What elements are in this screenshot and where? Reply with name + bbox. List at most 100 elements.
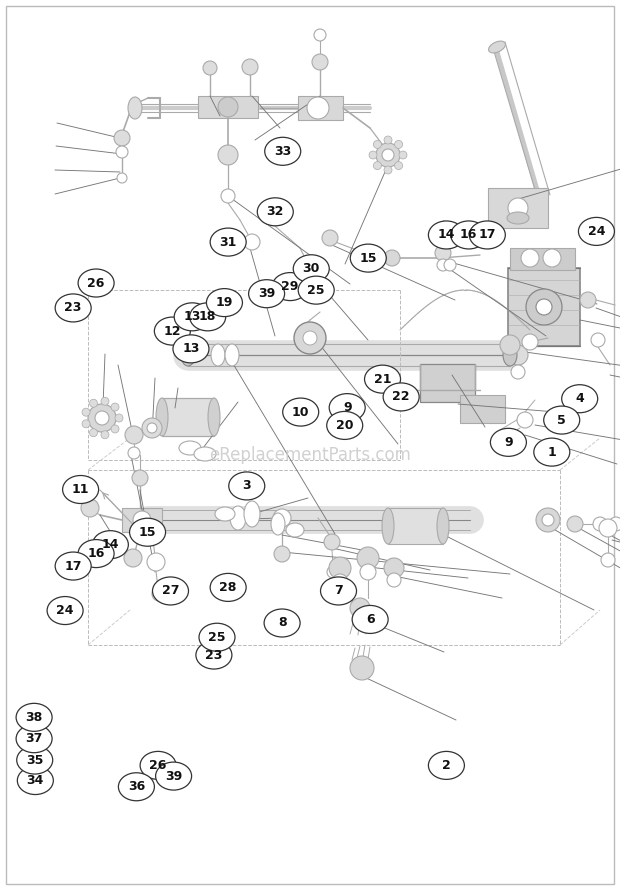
Circle shape [115, 414, 123, 422]
Text: 23: 23 [64, 302, 82, 314]
Ellipse shape [229, 472, 265, 500]
Text: 13: 13 [184, 311, 201, 323]
Text: 6: 6 [366, 613, 374, 626]
Text: 21: 21 [374, 373, 391, 385]
Circle shape [593, 517, 607, 531]
Text: 33: 33 [274, 145, 291, 158]
Text: 14: 14 [102, 538, 119, 551]
Circle shape [152, 587, 166, 601]
Circle shape [601, 553, 615, 567]
Circle shape [369, 151, 377, 159]
Circle shape [543, 249, 561, 267]
Circle shape [101, 397, 109, 405]
Circle shape [111, 403, 119, 411]
Ellipse shape [194, 447, 216, 461]
Ellipse shape [16, 724, 52, 753]
Ellipse shape [503, 344, 517, 366]
Circle shape [511, 365, 525, 379]
Ellipse shape [16, 703, 52, 732]
Ellipse shape [286, 523, 304, 537]
Ellipse shape [230, 506, 246, 530]
Circle shape [142, 418, 162, 438]
Circle shape [500, 335, 520, 355]
Text: 12: 12 [164, 325, 181, 337]
Circle shape [307, 97, 329, 119]
Circle shape [89, 429, 97, 437]
Text: 26: 26 [149, 759, 167, 772]
Bar [460, 395, 505, 423]
Circle shape [508, 345, 528, 365]
Text: 32: 32 [267, 206, 284, 218]
Circle shape [522, 334, 538, 350]
Circle shape [591, 333, 605, 347]
Text: 18: 18 [199, 311, 216, 323]
Circle shape [373, 162, 381, 170]
Ellipse shape [196, 641, 232, 669]
Ellipse shape [215, 507, 235, 521]
Circle shape [125, 426, 143, 444]
Circle shape [384, 250, 400, 266]
Ellipse shape [578, 217, 614, 246]
Circle shape [384, 136, 392, 144]
Ellipse shape [47, 596, 83, 625]
Ellipse shape [534, 438, 570, 466]
Circle shape [304, 264, 320, 280]
Ellipse shape [327, 411, 363, 440]
Text: 15: 15 [360, 252, 377, 264]
Circle shape [314, 29, 326, 41]
Text: 25: 25 [308, 284, 325, 296]
Bar [510, 248, 575, 270]
Circle shape [350, 656, 374, 680]
Text: 5: 5 [557, 414, 566, 426]
Text: 15: 15 [139, 526, 156, 538]
Circle shape [580, 292, 596, 308]
Text: 8: 8 [278, 617, 286, 629]
Text: 35: 35 [26, 754, 43, 766]
Ellipse shape [153, 577, 188, 605]
Text: 19: 19 [216, 296, 233, 309]
Circle shape [327, 566, 339, 578]
Text: 24: 24 [588, 225, 605, 238]
Circle shape [508, 198, 528, 218]
Ellipse shape [78, 539, 114, 568]
Bar [122, 508, 162, 532]
Circle shape [242, 59, 258, 75]
Ellipse shape [350, 244, 386, 272]
Ellipse shape [92, 530, 128, 559]
Circle shape [273, 509, 291, 527]
Circle shape [360, 564, 376, 580]
Text: 14: 14 [438, 229, 455, 241]
Ellipse shape [179, 441, 201, 455]
Circle shape [128, 447, 140, 459]
Ellipse shape [489, 41, 505, 53]
Circle shape [274, 546, 290, 562]
Ellipse shape [544, 406, 580, 434]
Ellipse shape [211, 344, 225, 366]
Ellipse shape [130, 518, 166, 546]
Text: eReplacementParts.com: eReplacementParts.com [209, 446, 411, 464]
Ellipse shape [55, 552, 91, 580]
Text: 29: 29 [281, 280, 299, 293]
Ellipse shape [244, 501, 260, 527]
Ellipse shape [118, 773, 154, 801]
Text: 20: 20 [336, 419, 353, 432]
Circle shape [147, 553, 165, 571]
Ellipse shape [321, 577, 356, 605]
Ellipse shape [428, 751, 464, 780]
Circle shape [101, 431, 109, 439]
Ellipse shape [383, 383, 419, 411]
Circle shape [203, 61, 217, 75]
Ellipse shape [451, 221, 487, 249]
Circle shape [384, 558, 404, 578]
Circle shape [521, 249, 539, 267]
Circle shape [82, 409, 90, 417]
Bar [198, 96, 258, 118]
Text: 4: 4 [575, 392, 584, 405]
Text: 17: 17 [479, 229, 496, 241]
Text: 28: 28 [219, 581, 237, 594]
Circle shape [353, 613, 367, 627]
Circle shape [147, 423, 157, 433]
Circle shape [536, 508, 560, 532]
Ellipse shape [264, 609, 300, 637]
Ellipse shape [490, 428, 526, 457]
